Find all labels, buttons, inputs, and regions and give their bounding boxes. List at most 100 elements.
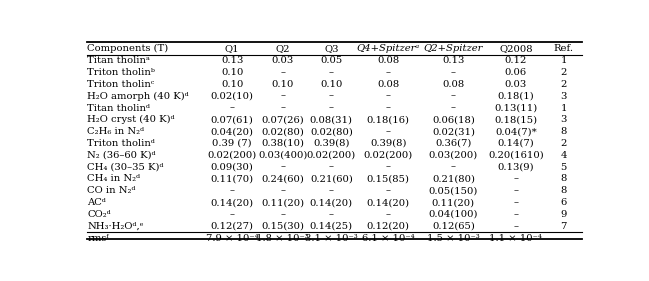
Text: –: – [329,103,334,112]
Text: 0.02(10): 0.02(10) [211,92,254,101]
Text: –: – [280,92,285,101]
Text: 1: 1 [560,56,567,65]
Text: Triton tholinᵈ: Triton tholinᵈ [87,139,155,148]
Text: 0.24(60): 0.24(60) [262,175,304,183]
Text: 0.14(20): 0.14(20) [367,198,410,207]
Text: 8: 8 [561,127,567,136]
Text: Q1: Q1 [225,44,239,53]
Text: –: – [451,163,456,172]
Text: 0.39(8): 0.39(8) [370,139,406,148]
Text: 1.1 × 10⁻⁴: 1.1 × 10⁻⁴ [489,234,543,243]
Text: 0.02(200): 0.02(200) [208,151,257,160]
Text: rmsᶠ: rmsᶠ [87,234,109,243]
Text: –: – [329,163,334,172]
Text: 0.02(31): 0.02(31) [432,127,475,136]
Text: 0.10: 0.10 [320,80,343,89]
Text: 0.08(31): 0.08(31) [310,115,353,124]
Text: 0.03(400): 0.03(400) [258,151,308,160]
Text: Components (T): Components (T) [87,44,168,53]
Text: 0.04(100): 0.04(100) [429,210,478,219]
Text: 1.5 × 10⁻³: 1.5 × 10⁻³ [427,234,480,243]
Text: 0.14(25): 0.14(25) [310,222,353,231]
Text: –: – [329,186,334,195]
Text: 9: 9 [561,210,567,219]
Text: –: – [386,68,391,77]
Text: 0.18(15): 0.18(15) [495,115,537,124]
Text: 0.07(26): 0.07(26) [262,115,304,124]
Text: 4: 4 [560,151,567,160]
Text: Triton tholinᵇ: Triton tholinᵇ [87,68,155,77]
Text: 0.02(200): 0.02(200) [363,151,413,160]
Text: C₂H₆ in N₂ᵈ: C₂H₆ in N₂ᵈ [87,127,144,136]
Text: 0.10: 0.10 [271,80,294,89]
Text: –: – [513,222,519,231]
Text: –: – [386,210,391,219]
Text: –: – [386,92,391,101]
Text: 0.14(20): 0.14(20) [211,198,254,207]
Text: Q2+Spitzer: Q2+Spitzer [424,44,483,53]
Text: 0.09(30): 0.09(30) [211,163,254,172]
Text: 0.05: 0.05 [320,56,343,65]
Text: 0.39(8): 0.39(8) [313,139,350,148]
Text: 7: 7 [561,222,567,231]
Text: 0.10: 0.10 [221,68,243,77]
Text: 0.04(7)*: 0.04(7)* [495,127,537,136]
Text: 0.03(200): 0.03(200) [429,151,478,160]
Text: 6.1 × 10⁻⁴: 6.1 × 10⁻⁴ [362,234,415,243]
Text: 0.11(20): 0.11(20) [432,198,475,207]
Text: 0.10: 0.10 [221,80,243,89]
Text: 0.03: 0.03 [271,56,294,65]
Text: –: – [329,210,334,219]
Text: 2: 2 [561,68,567,77]
Text: –: – [513,210,519,219]
Text: 0.12: 0.12 [505,56,527,65]
Text: 3.1 × 10⁻³: 3.1 × 10⁻³ [305,234,358,243]
Text: 7.9 × 10⁻⁴: 7.9 × 10⁻⁴ [206,234,258,243]
Text: 8: 8 [561,175,567,183]
Text: Titan tholinᵈ: Titan tholinᵈ [87,103,150,112]
Text: 0.12(65): 0.12(65) [432,222,475,231]
Text: 0.21(60): 0.21(60) [310,175,353,183]
Text: 0.20(1610): 0.20(1610) [488,151,544,160]
Text: H₂O cryst (40 K)ᵈ: H₂O cryst (40 K)ᵈ [87,115,175,124]
Text: –: – [280,186,285,195]
Text: 0.04(20): 0.04(20) [211,127,254,136]
Text: 0.38(10): 0.38(10) [261,139,304,148]
Text: 1.8 × 10⁻³: 1.8 × 10⁻³ [256,234,309,243]
Text: CO in N₂ᵈ: CO in N₂ᵈ [87,186,136,195]
Text: –: – [280,210,285,219]
Text: –: – [386,103,391,112]
Text: 2: 2 [561,139,567,148]
Text: –: – [451,103,456,112]
Text: 3: 3 [561,92,567,101]
Text: 0.06(18): 0.06(18) [432,115,475,124]
Text: 6: 6 [561,198,567,207]
Text: –: – [513,175,519,183]
Text: –: – [386,186,391,195]
Text: 0.07(61): 0.07(61) [211,115,254,124]
Text: 0.13: 0.13 [442,56,465,65]
Text: –: – [230,186,235,195]
Text: 0.39 (7): 0.39 (7) [212,139,252,148]
Text: 0.08: 0.08 [443,80,465,89]
Text: –: – [451,92,456,101]
Text: Titan tholinᵃ: Titan tholinᵃ [87,56,150,65]
Text: N₂ (36–60 K)ᵈ: N₂ (36–60 K)ᵈ [87,151,156,160]
Text: 0.13(11): 0.13(11) [495,103,537,112]
Text: CO₂ᵈ: CO₂ᵈ [87,210,111,219]
Text: Q3: Q3 [324,44,339,53]
Text: NH₃·H₂Oᵈ,ᵉ: NH₃·H₂Oᵈ,ᵉ [87,222,143,231]
Text: 0.18(16): 0.18(16) [367,115,410,124]
Text: 0.18(1): 0.18(1) [498,92,534,101]
Text: 0.02(80): 0.02(80) [310,127,353,136]
Text: Q2: Q2 [275,44,290,53]
Text: –: – [230,210,235,219]
Text: 0.03: 0.03 [505,80,527,89]
Text: CH₄ (30–35 K)ᵈ: CH₄ (30–35 K)ᵈ [87,163,164,172]
Text: 0.12(27): 0.12(27) [211,222,254,231]
Text: –: – [451,68,456,77]
Text: 0.13(9): 0.13(9) [498,163,534,172]
Text: –: – [513,198,519,207]
Text: 0.36(7): 0.36(7) [435,139,472,148]
Text: CH₄ in N₂ᵈ: CH₄ in N₂ᵈ [87,175,140,183]
